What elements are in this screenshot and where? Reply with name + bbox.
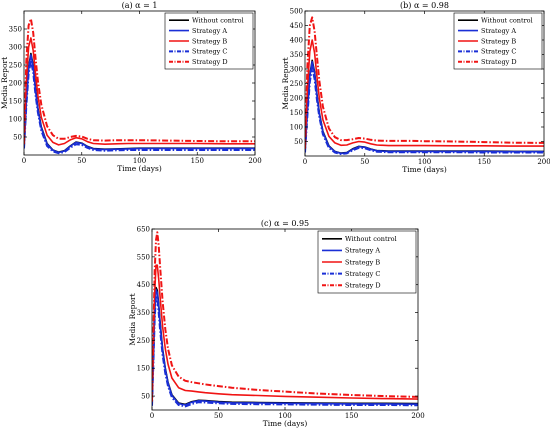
- series-line-2: [24, 54, 255, 154]
- y-tick-label: 550: [137, 253, 150, 261]
- y-tick-label: 100: [290, 124, 303, 132]
- legend-label: Strategy D: [481, 58, 517, 66]
- y-tick-label: 350: [290, 51, 303, 59]
- y-tick-label: 100: [9, 116, 22, 124]
- y-tick-label: 450: [290, 22, 303, 30]
- series-line-5: [305, 16, 544, 149]
- chart-panel-2: (b) α = 0.98 0 50 100 150 200 50 100 150 200 250 30…: [281, 1, 550, 174]
- legend-label: Without control: [192, 17, 244, 25]
- y-tick-label: 200: [9, 80, 22, 88]
- y-tick-label: 50: [141, 393, 150, 401]
- legend-label: Strategy D: [345, 282, 381, 290]
- y-tick-label: 250: [9, 62, 22, 70]
- legend-label: Strategy A: [345, 247, 380, 255]
- legend-label: Without control: [481, 17, 533, 25]
- y-tick-label: 250: [137, 337, 150, 345]
- legend: Without control Strategy A Strategy B Strat…: [164, 12, 254, 70]
- x-tick-label: 200: [411, 412, 424, 420]
- x-axis-label: Time (days): [263, 419, 308, 428]
- chart-title: (c) α = 0.95: [261, 219, 309, 228]
- legend: Without control Strategy A Strategy B Strat…: [317, 230, 417, 294]
- series-line-4: [305, 66, 544, 155]
- y-tick-label: 450: [137, 281, 150, 289]
- chart-panel-3: (c) α = 0.95 0 50 100 150 200 50 150 250 350 450 55…: [128, 219, 425, 428]
- legend-label: Strategy C: [345, 270, 380, 278]
- legend-label: Strategy B: [345, 258, 380, 266]
- y-tick-label: 150: [137, 365, 150, 373]
- x-tick-label: 150: [191, 157, 204, 165]
- x-tick-label: 150: [345, 412, 358, 420]
- y-tick-label: 300: [9, 44, 22, 52]
- series-line-4: [152, 294, 418, 408]
- y-tick-label: 250: [290, 80, 303, 88]
- y-tick-label: 50: [294, 138, 303, 146]
- y-tick-label: 350: [9, 26, 22, 34]
- legend-label: Strategy C: [192, 48, 227, 56]
- y-axis-label: Media Report: [281, 57, 290, 109]
- x-tick-label: 200: [537, 158, 550, 166]
- series-line-1: [152, 286, 418, 406]
- y-tick-label: 650: [137, 226, 150, 234]
- y-axis-label: Media Report: [0, 57, 9, 109]
- y-tick-label: 150: [9, 98, 22, 106]
- series-line-2: [152, 288, 418, 406]
- series-line-3: [305, 39, 544, 151]
- x-tick-label: 100: [418, 158, 431, 166]
- legend-label: Strategy D: [192, 58, 228, 66]
- x-tick-label: 0: [303, 158, 307, 166]
- legend-label: Strategy A: [192, 27, 227, 35]
- x-tick-label: 100: [133, 157, 146, 165]
- y-tick-label: 200: [290, 95, 303, 103]
- series-line-5: [24, 17, 255, 145]
- legend-label: Strategy A: [481, 27, 516, 35]
- chart-panel-1: (a) α = 1 0 50 100 150 200 50 100 150 200 250 300 35…: [0, 1, 262, 173]
- x-tick-label: 0: [22, 157, 26, 165]
- x-tick-label: 150: [478, 158, 491, 166]
- x-tick-label: 100: [278, 412, 291, 420]
- x-tick-label: 0: [150, 412, 154, 420]
- series-line-3: [24, 37, 255, 147]
- x-axis-label: Time (days): [117, 164, 162, 173]
- x-axis-label: Time (days): [402, 165, 447, 174]
- y-axis-label: Media Report: [128, 293, 137, 345]
- y-tick-label: 50: [13, 134, 22, 142]
- legend-label: Strategy B: [481, 37, 516, 45]
- series-line-4: [24, 59, 255, 155]
- y-tick-label: 500: [290, 8, 303, 16]
- x-tick-label: 50: [214, 412, 223, 420]
- legend-label: Without control: [345, 235, 397, 243]
- y-tick-label: 150: [290, 109, 303, 117]
- x-tick-label: 50: [77, 157, 86, 165]
- y-tick-label: 350: [137, 309, 150, 317]
- legend: Without control Strategy A Strategy B Strat…: [453, 12, 543, 70]
- chart-title: (b) α = 0.98: [400, 1, 449, 10]
- series-line-5: [152, 231, 418, 402]
- y-tick-label: 400: [290, 37, 303, 45]
- x-tick-label: 200: [248, 157, 261, 165]
- x-tick-label: 50: [360, 158, 369, 166]
- y-tick-label: 300: [290, 66, 303, 74]
- legend-label: Strategy C: [481, 48, 516, 56]
- chart-title: (a) α = 1: [122, 1, 158, 10]
- series-line-3: [152, 264, 418, 404]
- legend-label: Strategy B: [192, 37, 227, 45]
